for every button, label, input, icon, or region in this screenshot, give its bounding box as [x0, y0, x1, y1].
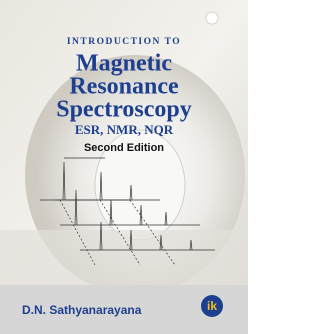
publisher-logo: ik: [207, 299, 217, 313]
floor: [0, 230, 248, 285]
title-intro: INTRODUCTION TO: [67, 37, 181, 47]
book-cover: INTRODUCTION TO Magnetic Resonance Spect…: [0, 0, 248, 334]
title-line: Spectroscopy: [56, 97, 192, 123]
edition: Second Edition: [84, 142, 164, 154]
ceiling-light: [206, 12, 218, 24]
cover-art: INTRODUCTION TO Magnetic Resonance Spect…: [0, 0, 248, 334]
subtitle: ESR, NMR, NQR: [75, 122, 174, 137]
author: D.N. Sathyanarayana: [22, 303, 142, 317]
